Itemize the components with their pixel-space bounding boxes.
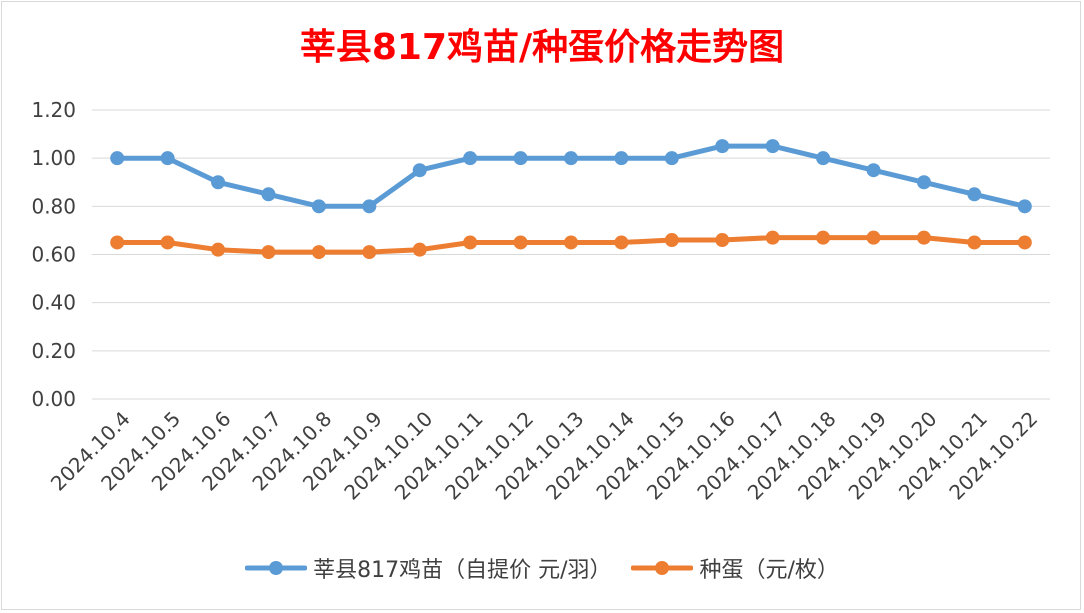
data-point: [564, 151, 578, 166]
data-point: [311, 245, 326, 260]
data-point: [816, 151, 831, 166]
data-point: [866, 230, 881, 245]
data-point: [866, 163, 881, 178]
data-point: [664, 151, 679, 166]
data-point: [916, 175, 931, 190]
data-point: [261, 245, 276, 260]
data-point: [211, 242, 226, 257]
legend-swatch-chick: [245, 561, 308, 575]
y-tick-label: 1.20: [31, 98, 76, 122]
data-point: [967, 187, 982, 202]
data-point: [614, 151, 629, 166]
legend-swatch-egg: [631, 561, 694, 575]
data-point: [110, 151, 125, 166]
y-tick-label: 0.00: [31, 387, 76, 411]
data-point: [715, 233, 730, 248]
y-tick-label: 0.40: [31, 291, 76, 315]
legend-entry-egg: 种蛋（元/枚）: [631, 552, 839, 584]
data-point: [211, 175, 226, 190]
data-point: [564, 235, 578, 250]
data-point: [160, 235, 175, 250]
legend-label-chick: 莘县817鸡苗（自提价 元/羽）: [313, 558, 612, 583]
data-point: [513, 151, 528, 166]
legend: 莘县817鸡苗（自提价 元/羽） 种蛋（元/枚）: [0, 552, 1084, 584]
y-tick-label: 0.20: [31, 339, 76, 363]
data-point: [513, 235, 528, 250]
data-point: [614, 235, 629, 250]
chart-title: 莘县817鸡苗/种蛋价格走势图: [299, 27, 785, 68]
data-point: [765, 139, 780, 154]
y-tick-label: 1.00: [31, 146, 76, 170]
data-point: [463, 235, 478, 250]
data-point: [160, 151, 175, 166]
data-point: [765, 230, 780, 245]
data-point: [816, 230, 831, 245]
data-point: [715, 139, 730, 154]
legend-label-egg: 种蛋（元/枚）: [699, 558, 839, 583]
data-point: [362, 245, 377, 260]
legend-entry-chick: 莘县817鸡苗（自提价 元/羽）: [245, 552, 611, 584]
data-point: [110, 235, 125, 250]
data-point: [362, 199, 377, 214]
data-point: [967, 235, 982, 250]
data-point: [1017, 235, 1032, 250]
data-point: [261, 187, 276, 202]
data-point: [412, 242, 427, 257]
y-tick-label: 0.60: [31, 243, 76, 267]
data-point: [1017, 199, 1032, 214]
data-point: [311, 199, 326, 214]
data-point: [412, 163, 427, 178]
data-point: [463, 151, 478, 166]
data-point: [664, 233, 679, 248]
y-tick-label: 0.80: [31, 194, 76, 218]
data-point: [916, 230, 931, 245]
